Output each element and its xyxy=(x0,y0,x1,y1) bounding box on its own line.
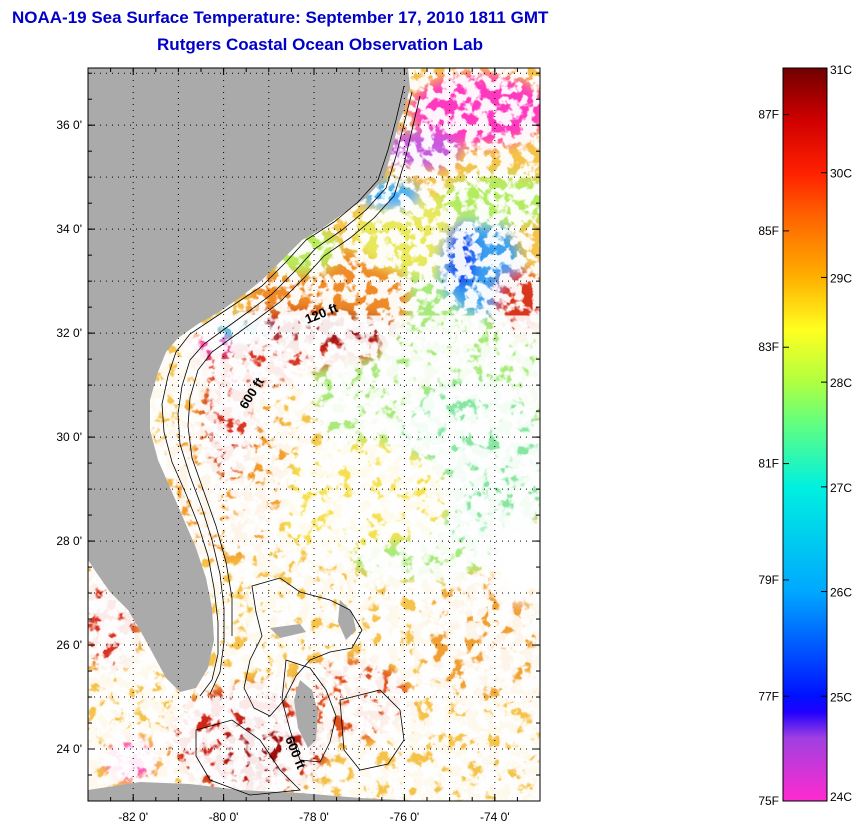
land-north-america xyxy=(88,68,410,692)
lat-tick-label: 28 0' xyxy=(56,534,82,548)
celsius-label: 26C xyxy=(830,586,852,600)
celsius-label: 31C xyxy=(830,63,852,77)
celsius-labels: 31C 30C 29C 28C 27C 26C 25C 24C xyxy=(830,63,852,804)
lat-tick-label: 34 0' xyxy=(56,222,82,236)
celsius-label: 28C xyxy=(830,376,852,390)
colorbar xyxy=(782,67,828,802)
land-cuba xyxy=(88,782,420,801)
fahrenheit-label: 87F xyxy=(758,108,779,122)
celsius-label: 27C xyxy=(830,481,852,495)
fahrenheit-label: 77F xyxy=(758,689,779,703)
celsius-label: 24C xyxy=(830,790,852,804)
fahrenheit-label: 85F xyxy=(758,224,779,238)
lon-tick-label: -82 0' xyxy=(118,810,148,824)
celsius-label: 29C xyxy=(830,271,852,285)
fahrenheit-label: 79F xyxy=(758,573,779,587)
fahrenheit-labels: 87F 85F 83F 81F 79F 77F 75F xyxy=(758,108,779,808)
color-legend: 31C 30C 29C 28C 27C 26C 25C 24C 87F 85F 83F 81F 79F… xyxy=(758,63,852,808)
lat-tick-label: 30 0' xyxy=(56,430,82,444)
fahrenheit-label: 83F xyxy=(758,340,779,354)
fahrenheit-label: 75F xyxy=(758,794,779,808)
lon-tick-label: -80 0' xyxy=(209,810,239,824)
graticule xyxy=(88,68,540,801)
lon-tick-label: -74 0' xyxy=(480,810,510,824)
map-title: NOAA-19 Sea Surface Temperature: Septemb… xyxy=(12,8,549,27)
lat-tick-label: 32 0' xyxy=(56,326,82,340)
latitude-labels: 36 0' 34 0' 32 0' 30 0' 28 0' 26 0' 24 0' xyxy=(56,118,82,756)
colorbar-ticks xyxy=(783,67,827,802)
land-bahamas-grand xyxy=(270,624,306,638)
lon-tick-label: -78 0' xyxy=(299,810,329,824)
lat-tick-label: 36 0' xyxy=(56,118,82,132)
axis-ticks xyxy=(87,68,541,802)
bathymetry-contours xyxy=(161,85,421,796)
map-subtitle: Rutgers Coastal Ocean Observation Lab xyxy=(157,35,483,54)
lat-tick-label: 26 0' xyxy=(56,638,82,652)
fahrenheit-label: 81F xyxy=(758,457,779,471)
celsius-label: 30C xyxy=(830,167,852,181)
celsius-label: 25C xyxy=(830,690,852,704)
longitude-labels: -82 0' -80 0' -78 0' -76 0' -74 0' xyxy=(118,810,509,824)
lat-tick-label: 24 0' xyxy=(56,742,82,756)
land-bahamas-abaco xyxy=(338,600,356,640)
land-bahamas-andros xyxy=(294,680,318,748)
lon-tick-label: -76 0' xyxy=(390,810,420,824)
